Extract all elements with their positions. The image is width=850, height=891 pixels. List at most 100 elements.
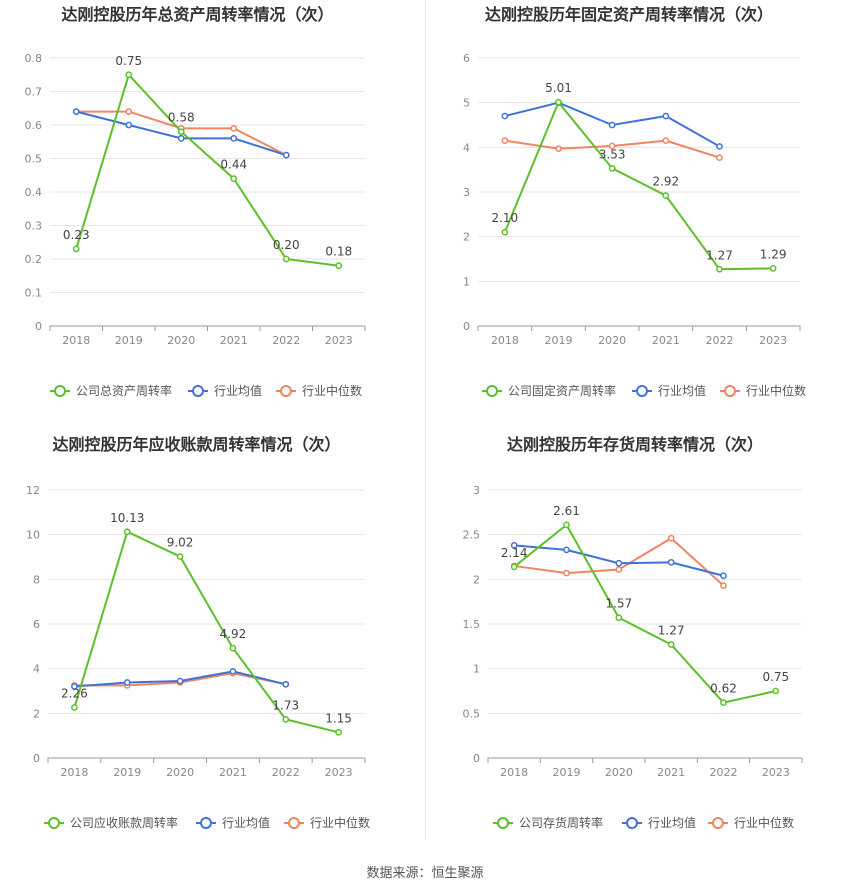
legend-marker-icon [192, 385, 204, 397]
series-line-company [75, 72, 339, 267]
y-tick-label: 0.6 [25, 119, 43, 132]
data-point-company[interactable] [501, 228, 509, 236]
data-point-industry-median[interactable] [716, 154, 723, 161]
data-label: 0.75 [115, 54, 142, 68]
data-point-industry-median[interactable] [662, 137, 670, 144]
data-point-industry-avg[interactable] [282, 151, 290, 159]
legend-item-company[interactable]: 公司固定资产周转率 [482, 383, 616, 398]
data-point-company[interactable] [720, 699, 727, 706]
legend-marker-icon [48, 817, 60, 829]
data-point-company[interactable] [716, 265, 723, 273]
data-point-industry-avg[interactable] [662, 112, 670, 120]
data-point-industry-avg[interactable] [229, 667, 237, 675]
data-point-industry-avg[interactable] [72, 108, 80, 115]
data-point-company[interactable] [555, 98, 562, 106]
data-point-company[interactable] [229, 644, 237, 652]
data-point-company[interactable] [125, 71, 133, 79]
legend-item-industry-avg[interactable]: 行业均值 [632, 383, 706, 398]
data-point-company[interactable] [282, 255, 290, 263]
x-tick-label: 2023 [325, 766, 353, 779]
data-point-industry-median[interactable] [563, 569, 570, 577]
data-point-industry-avg[interactable] [608, 121, 616, 129]
legend-item-industry-median[interactable]: 行业中位数 [708, 815, 794, 830]
data-label: 1.73 [272, 698, 299, 712]
data-point-industry-avg[interactable] [123, 679, 131, 686]
data-label: 9.02 [167, 536, 194, 550]
data-point-company[interactable] [72, 245, 80, 253]
data-label: 1.27 [658, 624, 685, 638]
data-point-industry-median[interactable] [125, 108, 133, 115]
x-tick-label: 2020 [166, 766, 194, 779]
data-point-company[interactable] [667, 641, 675, 648]
data-point-industry-avg[interactable] [125, 121, 133, 129]
data-point-industry-avg[interactable] [720, 572, 727, 580]
y-tick-label: 1 [473, 663, 480, 676]
data-point-industry-avg[interactable] [563, 546, 570, 554]
data-point-industry-avg[interactable] [176, 677, 184, 685]
chart-title: 达刚控股历年固定资产周转率情况（次） [485, 5, 773, 24]
data-point-industry-median[interactable] [230, 125, 238, 132]
data-point-company[interactable] [510, 563, 518, 571]
data-point-industry-avg[interactable] [71, 683, 78, 690]
data-label: 0.58 [168, 111, 195, 125]
x-tick-label: 2018 [500, 766, 528, 779]
y-tick-label: 1 [463, 275, 470, 288]
data-point-industry-median[interactable] [615, 566, 623, 573]
data-label: 4.92 [220, 627, 247, 641]
data-point-company[interactable] [772, 687, 780, 695]
y-tick-label: 0.2 [25, 253, 43, 266]
legend-label: 行业中位数 [310, 815, 370, 830]
data-point-industry-avg[interactable] [282, 680, 290, 688]
data-point-company[interactable] [335, 262, 343, 270]
data-point-industry-avg[interactable] [716, 143, 723, 150]
y-tick-label: 8 [33, 573, 40, 586]
y-tick-label: 0.1 [25, 287, 43, 300]
data-point-company[interactable] [176, 553, 184, 560]
data-point-company[interactable] [71, 704, 78, 711]
data-point-industry-avg[interactable] [510, 542, 518, 549]
data-point-industry-median[interactable] [608, 142, 616, 150]
data-point-company[interactable] [563, 521, 570, 529]
data-point-company[interactable] [123, 528, 131, 536]
data-label: 1.15 [325, 711, 352, 725]
legend-item-industry-avg[interactable]: 行业均值 [188, 383, 262, 398]
legend-item-industry-avg[interactable]: 行业均值 [622, 815, 696, 830]
data-point-industry-avg[interactable] [667, 559, 675, 566]
legend-item-industry-median[interactable]: 行业中位数 [284, 815, 370, 830]
data-point-industry-median[interactable] [667, 534, 675, 542]
legend-item-industry-median[interactable]: 行业中位数 [720, 383, 806, 398]
data-label: 0.23 [63, 228, 90, 242]
y-tick-label: 0.4 [25, 186, 43, 199]
data-point-company[interactable] [769, 265, 777, 272]
data-point-industry-avg[interactable] [501, 112, 509, 120]
x-tick-label: 2023 [325, 334, 353, 347]
legend-label: 行业均值 [222, 815, 270, 830]
legend-label: 行业均值 [214, 383, 262, 398]
data-point-company[interactable] [608, 164, 616, 172]
y-tick-label: 0.5 [463, 707, 481, 720]
data-point-industry-median[interactable] [720, 582, 727, 589]
data-point-company[interactable] [662, 192, 670, 199]
x-tick-label: 2018 [491, 334, 519, 347]
data-point-company[interactable] [615, 614, 623, 622]
legend-item-industry-avg[interactable]: 行业均值 [196, 815, 270, 830]
legend-item-company[interactable]: 公司存货周转率 [493, 815, 603, 830]
data-point-industry-median[interactable] [555, 145, 562, 153]
data-label: 2.26 [61, 687, 88, 701]
x-tick-label: 2022 [272, 766, 300, 779]
chart-inventory-turnover: 达刚控股历年存货周转率情况（次） 0 0.5 1 1.5 2 2.5 3 2018 2019 202… [463, 435, 803, 830]
legend-item-industry-median[interactable]: 行业中位数 [276, 383, 362, 398]
x-tick-label: 2019 [115, 334, 143, 347]
y-tick-label: 1.5 [463, 618, 481, 631]
legend-item-company[interactable]: 公司应收账款周转率 [44, 815, 178, 830]
data-point-industry-avg[interactable] [230, 135, 238, 142]
data-point-company[interactable] [282, 716, 290, 723]
data-point-company[interactable] [230, 175, 238, 182]
data-point-industry-median[interactable] [501, 137, 509, 144]
data-point-company[interactable] [335, 728, 342, 736]
legend-item-company[interactable]: 公司总资产周转率 [50, 383, 172, 398]
data-source-footer: 数据来源：恒生聚源 [366, 866, 484, 881]
data-point-company[interactable] [177, 128, 185, 136]
data-point-industry-avg[interactable] [177, 135, 185, 142]
data-point-industry-avg[interactable] [615, 559, 623, 567]
